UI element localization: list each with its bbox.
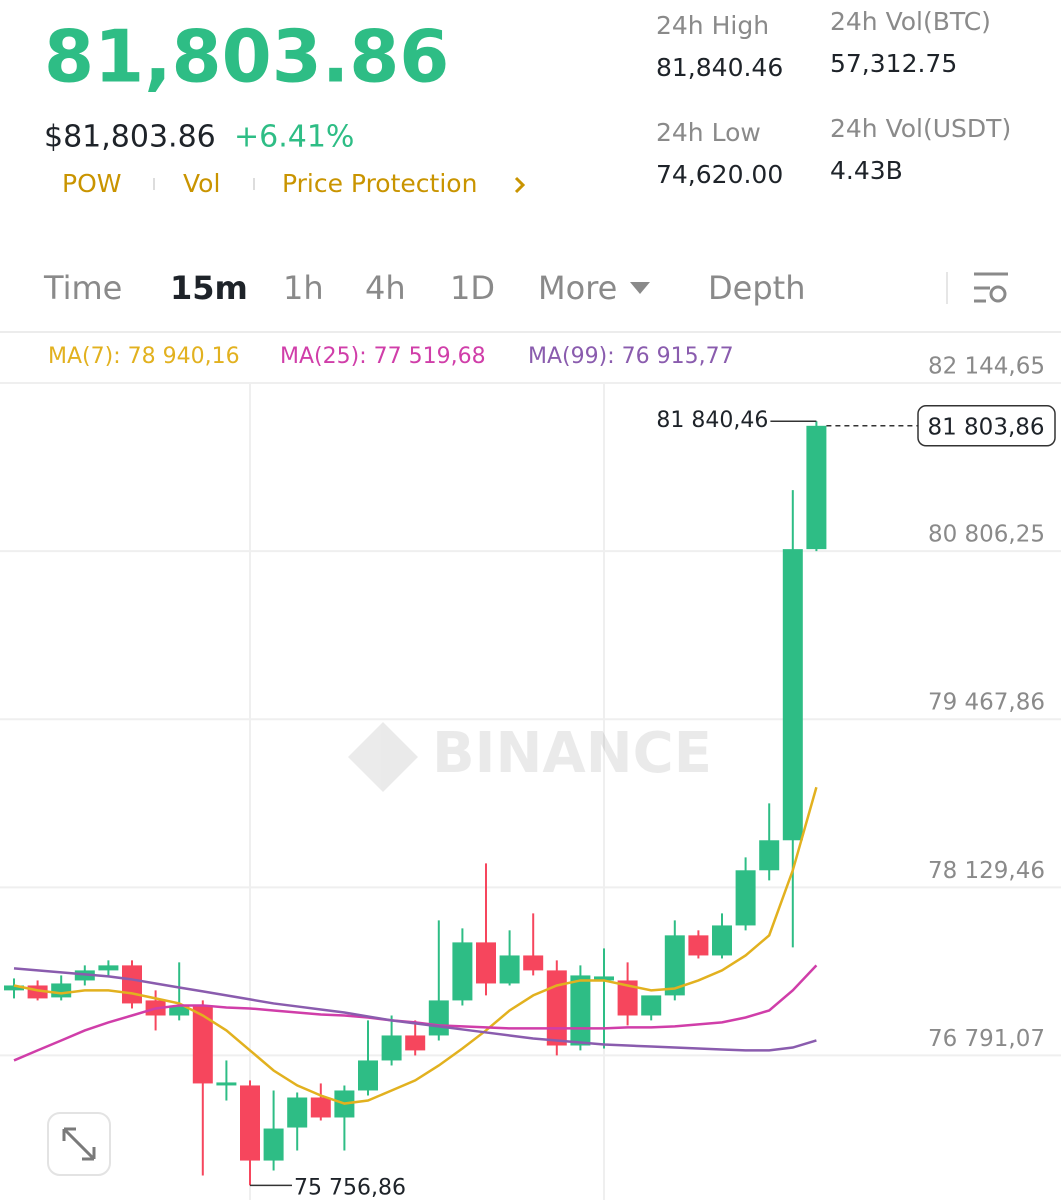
candle-body <box>240 1085 260 1161</box>
candle-body <box>169 1005 190 1016</box>
ma-line <box>13 967 817 1052</box>
tab[interactable]: 1D <box>450 269 495 307</box>
tab[interactable]: Depth <box>708 269 805 307</box>
divider <box>253 178 255 190</box>
tag[interactable]: POW <box>62 169 121 198</box>
y-tick-label: 80 806,25 <box>928 522 1045 548</box>
price-change: +6.41% <box>234 120 354 155</box>
tag[interactable]: Price Protection <box>282 169 477 198</box>
candle-body <box>263 1128 284 1161</box>
candle-body <box>4 985 24 991</box>
candle-body <box>381 1035 402 1061</box>
candle-body <box>546 970 567 1046</box>
candle-body <box>617 980 638 1016</box>
settings-icon[interactable] <box>974 272 1008 303</box>
candle-body <box>523 955 544 971</box>
candle-body <box>192 1005 213 1084</box>
expand-button[interactable] <box>47 1112 111 1176</box>
candle-body <box>499 955 520 984</box>
y-tick-label: 78 129,46 <box>928 858 1045 884</box>
tab[interactable]: More <box>538 269 617 307</box>
stat-value: 57,312.75 <box>830 49 957 78</box>
divider <box>153 178 155 190</box>
candle-body <box>216 1082 237 1086</box>
last-price: 81,803.86 <box>44 15 449 99</box>
stat-label: 24h Vol(USDT) <box>830 114 1011 143</box>
candle-body <box>806 425 827 550</box>
stat-value: 4.43B <box>830 156 903 185</box>
dropdown-arrow <box>630 282 650 294</box>
candle-body <box>476 942 496 984</box>
legend-entry: MA(99): 76 915,77 <box>528 344 734 369</box>
tab[interactable]: 4h <box>365 269 406 307</box>
watermark-text: BINANCE <box>432 721 712 786</box>
y-tick-label: 79 467,86 <box>928 690 1045 716</box>
candle-body <box>310 1097 331 1118</box>
ma-line <box>13 786 818 1105</box>
stat-label: 24h Low <box>656 118 761 147</box>
stat-label: 24h Vol(BTC) <box>830 7 991 36</box>
last-price-box <box>917 405 1056 447</box>
y-tick-label: 82 144,65 <box>928 354 1045 380</box>
low-label: 75 756,86 <box>294 1175 406 1200</box>
candle-body <box>122 965 142 1004</box>
candle-body <box>688 935 709 956</box>
high-label: 81 840,46 <box>656 408 768 433</box>
y-tick-label: 76 791,07 <box>928 1026 1045 1052</box>
stat-value: 74,620.00 <box>656 160 783 189</box>
candle-body <box>782 549 803 841</box>
tab[interactable]: 15m <box>170 269 248 307</box>
candle-body <box>51 983 72 998</box>
candle-body <box>570 975 591 1046</box>
candle-body <box>759 840 780 871</box>
tab[interactable]: Time <box>43 269 122 307</box>
legend-entry: MA(25): 77 519,68 <box>280 344 486 369</box>
tab[interactable]: 1h <box>283 269 324 307</box>
usd-price: $81,803.86 <box>44 120 216 155</box>
candle-body <box>664 935 685 996</box>
candle-body <box>428 1000 449 1036</box>
divider <box>946 272 948 304</box>
candle-body <box>594 976 614 981</box>
candle-body <box>358 1060 378 1091</box>
stat-value: 81,840.46 <box>656 53 783 82</box>
candle-body <box>641 995 662 1016</box>
chevron <box>514 176 526 194</box>
last-price-label: 81 803,86 <box>927 414 1044 440</box>
candle-body <box>405 1035 426 1051</box>
candle-body <box>98 965 119 971</box>
candle-body <box>287 1097 308 1128</box>
tab-bar: Time 15m 1h 4h 1D More Depth <box>43 269 805 307</box>
candle-body <box>735 870 756 926</box>
candle-body <box>452 942 473 1001</box>
chart: 82 144,65 80 806,25 79 467,86 78 129,46 76 7… <box>0 344 1061 1200</box>
tag[interactable]: Vol <box>183 169 220 198</box>
candle-body <box>712 925 732 956</box>
watermark: BINANCE <box>348 721 712 792</box>
stat-label: 24h High <box>656 11 769 40</box>
legend-entry: MA(7): 78 940,16 <box>48 344 240 369</box>
